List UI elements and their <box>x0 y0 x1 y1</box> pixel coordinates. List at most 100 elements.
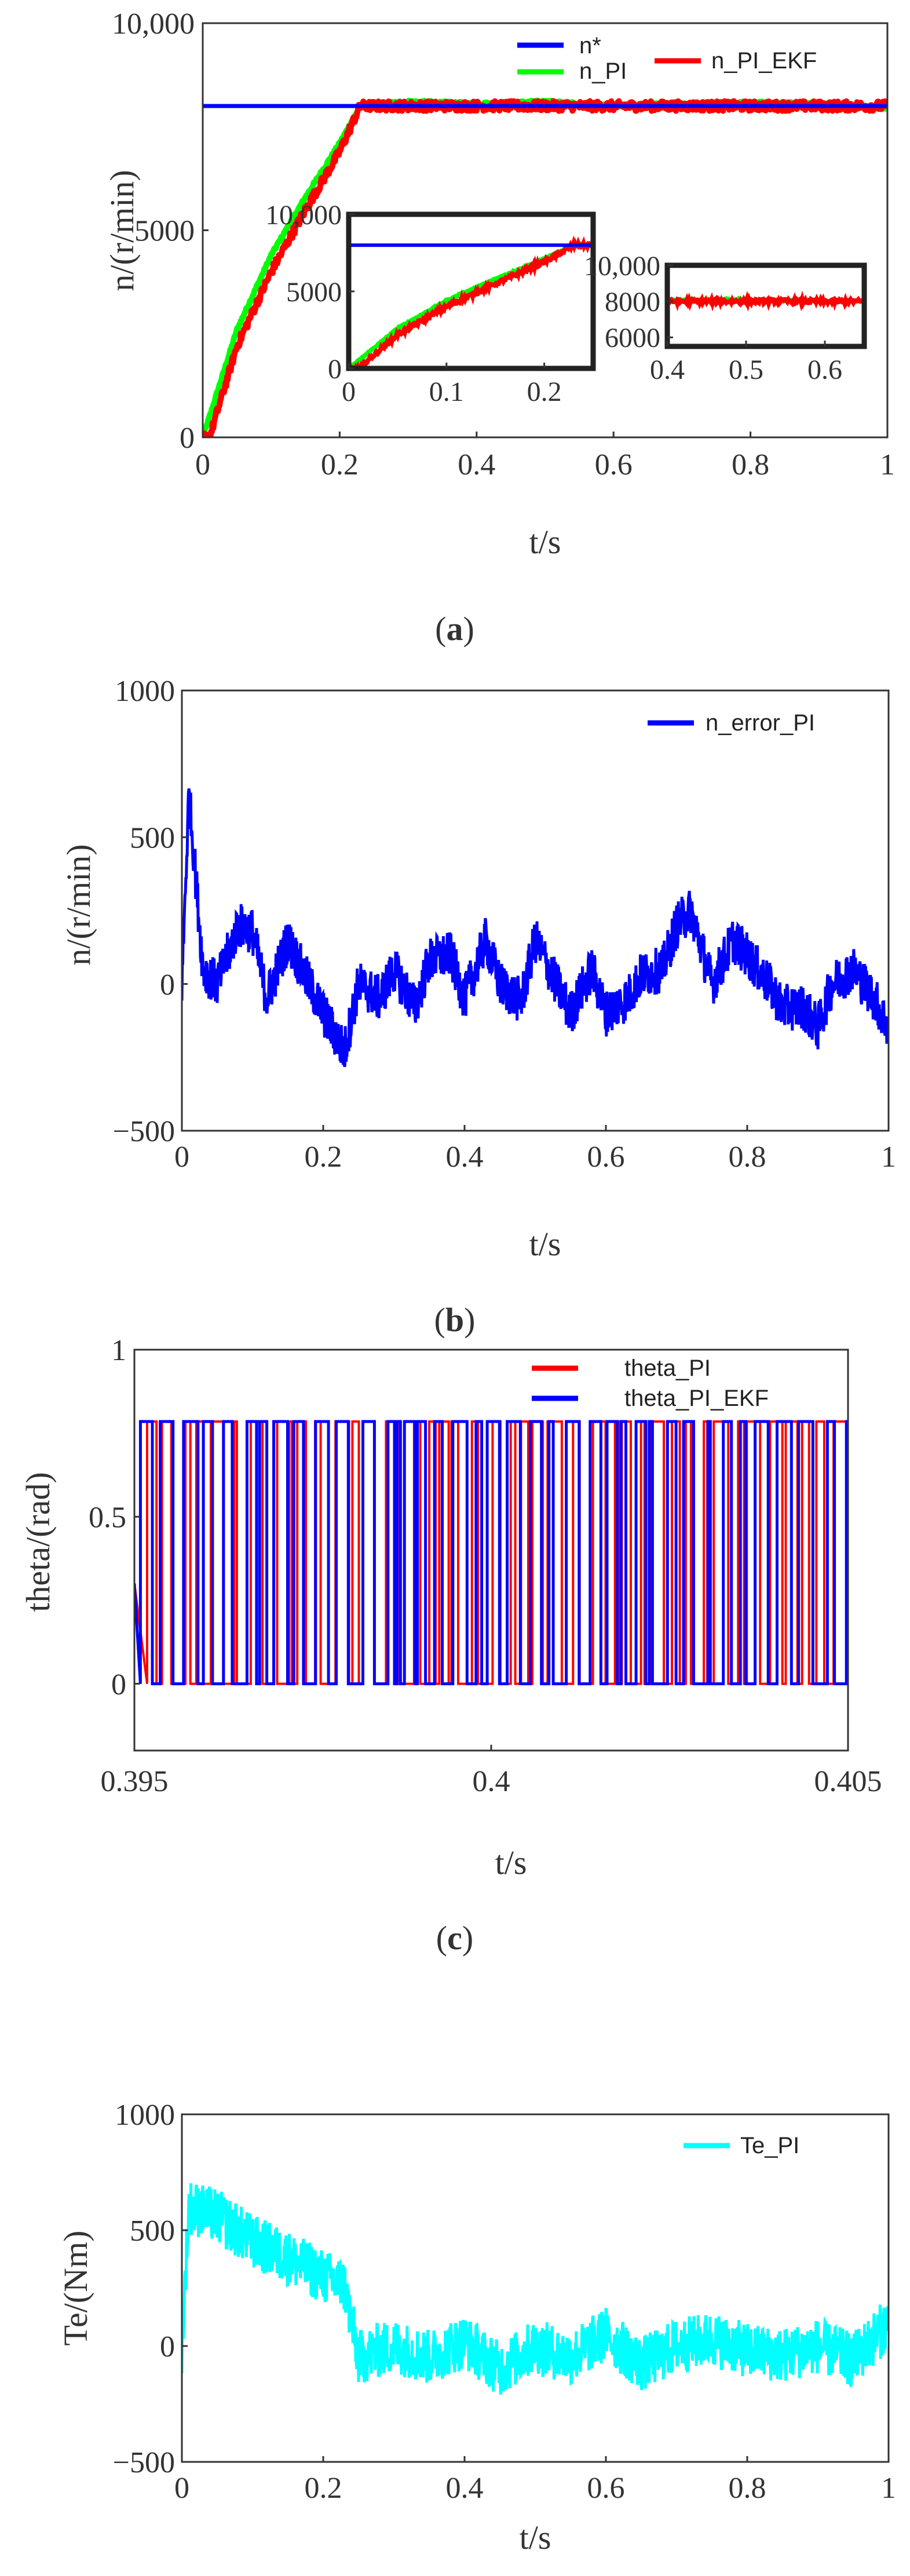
x-tick-label: 0.1 <box>429 377 464 407</box>
x-tick-label: 1 <box>881 2472 896 2505</box>
legend-label-n-pi-ekf: n_PI_EKF <box>711 48 817 74</box>
panel-b-series <box>182 788 889 1068</box>
panel-c-x-axis-label: t/s <box>495 1844 527 1881</box>
y-tick-label: 0 <box>160 2330 175 2363</box>
inset-1-series-line <box>349 235 593 368</box>
x-tick-label: 0.4 <box>446 1141 484 1174</box>
panel-c-legend-background <box>514 1354 843 1413</box>
x-tick-label: 0.2 <box>321 448 359 481</box>
x-tick-label: 0.5 <box>729 355 763 385</box>
x-tick-label: 0.2 <box>527 377 562 407</box>
panel-a-series <box>203 97 887 437</box>
x-tick-label: 0.8 <box>729 1141 766 1174</box>
x-tick-label: 0.4 <box>458 448 495 481</box>
series-line-theta-pi-ekf <box>134 1420 848 1686</box>
panel-c-ticks: 0.395 0.4 0.405 0 0.5 1 <box>89 1334 882 1798</box>
x-tick-label: 0 <box>174 1141 189 1174</box>
x-tick-label: 0.6 <box>587 1141 625 1174</box>
x-tick-label: 0.4 <box>650 355 685 385</box>
y-tick-label: −500 <box>113 1115 175 1148</box>
legend-label-te-pi: Te_PI <box>740 2133 799 2158</box>
x-tick-label: 0.395 <box>101 1765 169 1798</box>
panel-b-plot-frame <box>181 689 890 1132</box>
inset-2-frame <box>664 262 867 349</box>
series-line-n-error-pi <box>182 788 889 1068</box>
series-line-te-pi <box>182 2183 889 2395</box>
panel-c-y-axis-label: theta/(rad) <box>19 1472 57 1612</box>
panel-b-caption: (b) <box>434 1301 476 1339</box>
panel-d-legend: Te_PI <box>684 2133 799 2158</box>
legend-label-n-star: n* <box>579 33 601 59</box>
y-tick-label: 0 <box>111 1668 126 1701</box>
panel-a-caption: (a) <box>435 610 474 648</box>
panel-c: 0.395 0.4 0.405 0 0.5 1 theta/(rad) t/s theta… <box>19 1334 882 1957</box>
panel-d-y-axis-label: Te/(Nm) <box>57 2231 94 2346</box>
inset-2-background <box>664 262 868 350</box>
legend-label-n-pi: n_PI <box>579 59 627 84</box>
panel-b-x-axis-label: t/s <box>529 1225 561 1263</box>
panel-d-x-axis-label: t/s <box>520 2519 551 2556</box>
y-tick-label: 500 <box>130 2215 175 2248</box>
x-tick-label: 0 <box>195 448 210 481</box>
panel-c-caption: (c) <box>436 1919 473 1957</box>
y-tick-label: −500 <box>113 2446 175 2479</box>
panel-a-ticks: 0 0.2 0.4 0.6 0.8 1 0 5000 10,000 <box>112 8 895 481</box>
panel-d-plot-frame <box>181 2113 890 2463</box>
x-tick-label: 0.405 <box>814 1765 882 1798</box>
legend-label-theta-pi: theta_PI <box>624 1355 711 1381</box>
y-tick-label: 1000 <box>115 675 175 708</box>
y-tick-label: 0 <box>328 354 342 385</box>
x-tick-label: 0.8 <box>732 448 769 481</box>
y-tick-label: 500 <box>130 822 175 855</box>
panel-a-legend: n* n_PI n_PI_EKF <box>517 33 817 84</box>
panel-c-legend: theta_PI theta_PI_EKF <box>514 1354 843 1413</box>
panel-b-y-axis-label: n/(r/min) <box>60 844 97 965</box>
y-tick-label: 10,000 <box>584 251 660 282</box>
legend-label-n-error-pi: n_error_PI <box>706 710 815 736</box>
y-tick-label: 1000 <box>115 2099 175 2132</box>
panel-d-series <box>182 2183 889 2395</box>
y-tick-label: 0 <box>180 422 195 455</box>
y-tick-label: 10,000 <box>265 200 342 231</box>
y-tick-label: 0.5 <box>89 1501 126 1534</box>
inset-2-series-line <box>667 290 864 312</box>
y-tick-label: 1 <box>111 1334 126 1367</box>
panel-a-inset-1: 0 0.1 0.2 0 5000 10,000 <box>265 200 597 407</box>
panel-a-x-axis-label: t/s <box>529 523 561 561</box>
y-tick-label: 5000 <box>286 277 342 308</box>
x-tick-label: 0.2 <box>305 2472 342 2505</box>
x-tick-label: 0 <box>174 2472 189 2505</box>
y-tick-label: 10,000 <box>112 8 195 41</box>
x-tick-label: 0.4 <box>473 1765 510 1798</box>
panel-a-inset-2: 0.4 0.5 0.6 6000 8000 10,000 <box>584 251 868 385</box>
y-tick-label: 0 <box>160 969 175 1002</box>
inset-1-ticks: 0 0.1 0.2 0 5000 10,000 <box>265 200 562 407</box>
panel-a-y-axis-label: n/(r/min) <box>103 170 141 291</box>
legend-label-theta-pi-ekf: theta_PI_EKF <box>624 1386 769 1411</box>
x-tick-label: 0.6 <box>807 355 842 385</box>
inset-2-ticks: 0.4 0.5 0.6 6000 8000 10,000 <box>584 251 842 385</box>
x-tick-label: 0.8 <box>729 2472 766 2505</box>
x-tick-label: 0.2 <box>305 1141 342 1174</box>
y-tick-label: 5000 <box>134 215 195 248</box>
inset-2-series <box>667 290 864 312</box>
inset-1-series <box>349 235 593 368</box>
x-tick-label: 0.6 <box>595 448 633 481</box>
x-tick-label: 0.4 <box>446 2472 484 2505</box>
y-tick-label: 6000 <box>605 323 660 353</box>
x-tick-label: 1 <box>881 1141 896 1174</box>
panel-c-series <box>134 1420 848 1686</box>
x-tick-label: 0 <box>342 377 356 407</box>
x-tick-label: 1 <box>880 448 895 481</box>
x-tick-label: 0.6 <box>587 2472 625 2505</box>
series-line-npiekf <box>203 98 887 437</box>
y-tick-label: 8000 <box>605 287 660 317</box>
panel-b-legend: n_error_PI <box>648 710 815 736</box>
